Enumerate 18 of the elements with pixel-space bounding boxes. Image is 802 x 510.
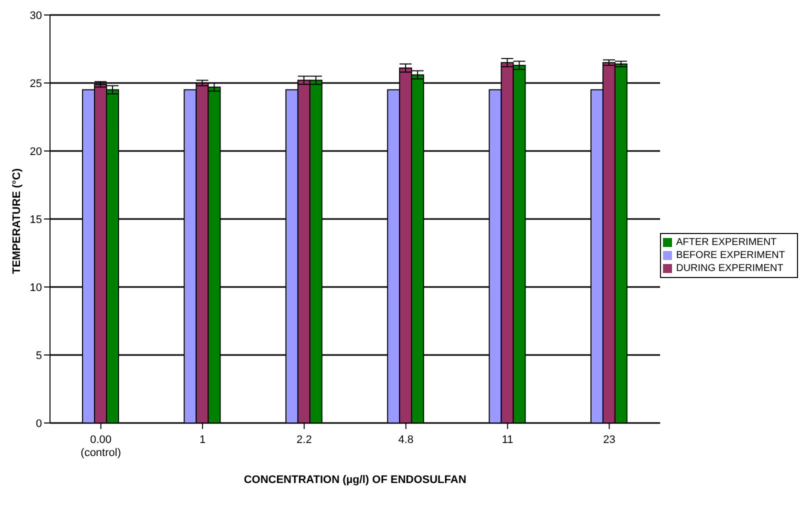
y-tick-label: 10: [30, 282, 42, 294]
x-tick-label: 11: [502, 434, 514, 446]
x-tick-label: 2.2: [296, 434, 312, 446]
y-tick-label: 20: [30, 146, 42, 158]
x-tick-label: 0.00 (control): [80, 434, 122, 459]
x-tick-label: 1: [199, 434, 206, 446]
y-axis-title: TEMPERATURE (°C): [10, 168, 23, 274]
x-tick-label: 4.8: [398, 434, 414, 446]
x-axis-title: CONCENTRATION (µg/l) OF ENDOSULFAN: [244, 474, 466, 486]
legend-label: DURING EXPERIMENT: [676, 263, 784, 274]
legend-label: BEFORE EXPERIMENT: [676, 250, 785, 261]
y-tick-label: 5: [36, 350, 42, 362]
y-tick-label: 25: [30, 78, 42, 90]
x-tick-label: 23: [603, 434, 616, 446]
y-tick-label: 30: [30, 10, 42, 22]
legend-label: AFTER EXPERIMENT: [676, 237, 777, 248]
y-tick-label: 15: [30, 214, 42, 226]
y-tick-label: 0: [36, 418, 42, 430]
